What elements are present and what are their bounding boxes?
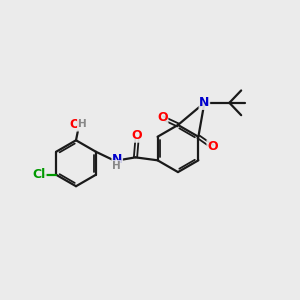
- Text: N: N: [199, 96, 210, 109]
- Text: H: H: [77, 119, 86, 129]
- Text: O: O: [157, 111, 168, 124]
- Text: N: N: [112, 153, 122, 166]
- Text: O: O: [207, 140, 218, 153]
- Text: O: O: [132, 129, 142, 142]
- Text: H: H: [112, 160, 121, 171]
- Text: Cl: Cl: [33, 168, 46, 181]
- Text: O: O: [70, 118, 80, 131]
